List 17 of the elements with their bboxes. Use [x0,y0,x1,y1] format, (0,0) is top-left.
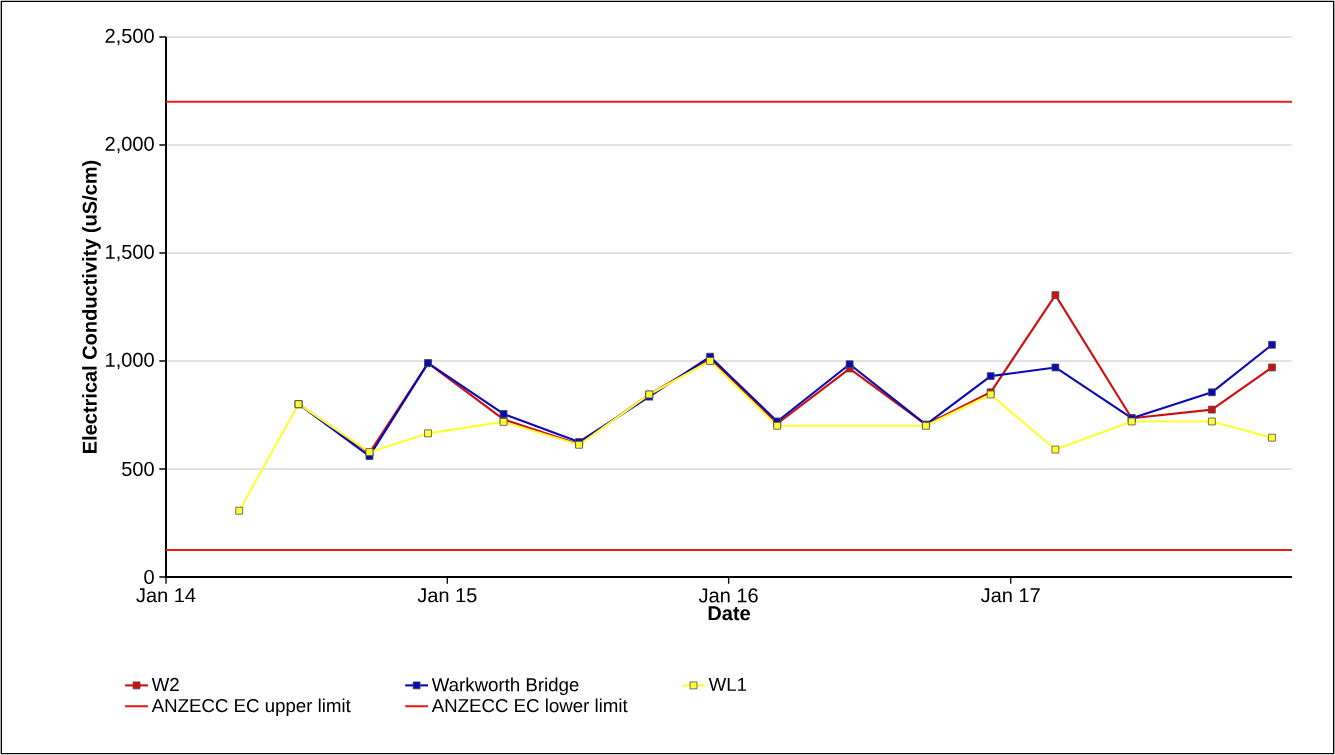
y-axis-title: Electrical Conductivity (uS/cm) [82,160,101,453]
x-tick-label: Jan 15 [417,588,477,603]
y-tick-label: 1,000 [106,352,154,370]
x-tick-label: Jan 17 [980,588,1040,603]
legend-label: ANZECC EC lower limit [431,698,628,713]
legend-label: WL1 [708,677,747,691]
x-tick-label: Jan 16 [698,588,758,603]
y-tick-label: 1,500 [106,244,154,262]
legend-label: ANZECC EC upper limit [151,698,351,716]
legend-label: Warkworth Bridge [431,677,579,696]
y-tick-label: 500 [122,461,154,477]
x-tick-label: Jan 14 [136,588,196,603]
y-tick-label: 0 [144,569,154,585]
x-axis-title: Date [708,606,750,621]
legend-label: W2 [151,677,179,691]
y-tick-label: 2,000 [105,136,154,154]
y-tick-label: 2,500 [105,28,154,46]
